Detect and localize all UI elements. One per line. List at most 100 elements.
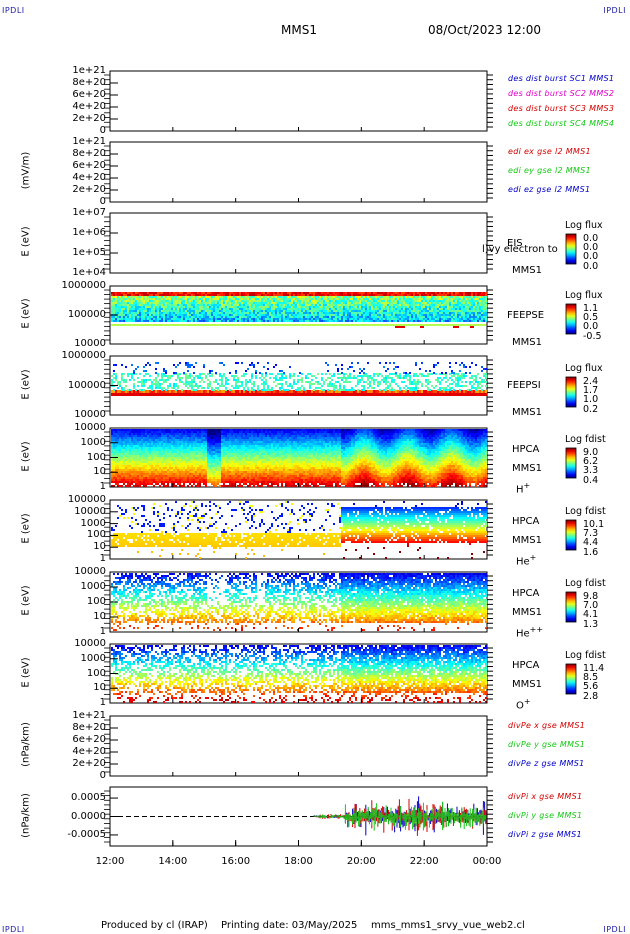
species-charge: ++ bbox=[529, 625, 544, 634]
instrument-label: HPCA bbox=[512, 444, 540, 455]
colorbar-title: Log fdist bbox=[565, 506, 606, 517]
colorbar-value: 7.3 bbox=[583, 528, 599, 540]
colorbar-value: 1.7 bbox=[583, 385, 599, 397]
colorbar-value: 9.0 bbox=[583, 447, 599, 458]
x-tick-label: 12:00 bbox=[95, 856, 125, 867]
colorbar-title: Log fdist bbox=[565, 650, 606, 661]
panel-frame-feeps-ion bbox=[109, 355, 488, 416]
plot-datetime: 08/Oct/2023 12:00 bbox=[428, 23, 542, 37]
colorbar bbox=[565, 233, 577, 265]
y-tick-label: 8e+20 bbox=[72, 148, 106, 159]
colorbar bbox=[565, 447, 577, 479]
y-axis-label: (nPa/km) bbox=[20, 792, 32, 838]
instrument-label: FEEPSE bbox=[507, 310, 545, 321]
y-tick-label: 1e+07 bbox=[72, 207, 106, 218]
instrument-label: HPCA bbox=[512, 660, 540, 671]
colorbar bbox=[565, 519, 577, 551]
colorbar-value: 3.3 bbox=[583, 465, 599, 477]
y-tick-label: 10000 bbox=[74, 566, 106, 577]
spacecraft-label: MMS1 bbox=[512, 607, 542, 618]
species-label: H+ bbox=[516, 481, 531, 496]
y-tick-label: 10000 bbox=[74, 422, 106, 433]
y-tick-label: 1e+21 bbox=[72, 65, 106, 76]
legend-entry: des dist burst SC4 MMS4 bbox=[508, 119, 615, 128]
y-tick-label: 4e+20 bbox=[72, 101, 106, 112]
species-label: He++ bbox=[516, 625, 544, 640]
panel-frame-edi-e-field bbox=[109, 141, 488, 203]
legend-entry: des dist burst SC1 MMS1 bbox=[508, 74, 615, 83]
colorbar-value: 1.6 bbox=[583, 546, 599, 558]
y-tick-label: 100 bbox=[86, 596, 106, 607]
legend-entry: divPi z gse MMS1 bbox=[508, 830, 582, 839]
species-charge: + bbox=[529, 553, 537, 562]
corner-label-top-right: IPDLI bbox=[603, 6, 626, 15]
y-tick-label: 1e+05 bbox=[72, 247, 106, 258]
colorbar-value: -0.5 bbox=[583, 330, 602, 342]
y-tick-label: 6e+20 bbox=[72, 160, 106, 171]
y-tick-label: 10 bbox=[93, 541, 106, 553]
y-tick-label: 6e+20 bbox=[72, 89, 106, 100]
x-tick-label: 16:00 bbox=[221, 856, 251, 867]
y-tick-label: 1000 bbox=[80, 517, 106, 529]
y-tick-label: 10000 bbox=[74, 505, 106, 517]
colorbar bbox=[565, 591, 577, 623]
y-tick-label: 1000 bbox=[80, 581, 106, 592]
y-tick-label: 4e+20 bbox=[72, 172, 106, 183]
legend-entry: edi ex gse l2 MMS1 bbox=[508, 147, 591, 156]
instrument-label: HPCA bbox=[512, 588, 540, 599]
species-charge: + bbox=[523, 481, 531, 490]
colorbar-value: 0.0 bbox=[583, 260, 599, 272]
colorbar-value: 0.0 bbox=[583, 242, 599, 254]
instrument-label: HPCA bbox=[512, 516, 540, 527]
colorbar-value: 5.6 bbox=[583, 681, 599, 693]
panel-frame-des-dist-burst bbox=[109, 70, 488, 132]
colorbar-title: Log fdist bbox=[565, 434, 606, 445]
y-tick-label: 100 bbox=[86, 451, 106, 463]
y-tick-label: 2e+20 bbox=[72, 184, 106, 195]
colorbar-value: 8.5 bbox=[583, 672, 599, 684]
y-tick-label: 10 bbox=[93, 466, 106, 478]
y-tick-label: 1000000 bbox=[61, 280, 106, 291]
corner-label-bottom-right: IPDLI bbox=[603, 925, 626, 934]
y-tick-label: 1 bbox=[99, 626, 106, 637]
y-tick-label: 1 bbox=[99, 553, 106, 564]
overlay-text: l)vy electron to bbox=[482, 244, 558, 255]
y-tick-label: 0.0005 bbox=[71, 792, 106, 804]
colorbar-value: 1.3 bbox=[583, 618, 599, 630]
y-tick-label: 0 bbox=[99, 125, 106, 136]
colorbar-value: 0.0 bbox=[583, 251, 599, 263]
instrument-label: EIS bbox=[507, 238, 523, 249]
y-tick-label: 6e+20 bbox=[72, 734, 106, 745]
y-tick-label: 1 bbox=[99, 697, 106, 708]
y-tick-label: 10000 bbox=[74, 638, 106, 649]
y-tick-label: 1e+06 bbox=[72, 227, 106, 238]
y-tick-label: 0 bbox=[99, 770, 106, 781]
y-tick-label: 10 bbox=[93, 682, 106, 694]
legend-entry: edi ez gse l2 MMS1 bbox=[508, 185, 591, 194]
x-tick-label: 18:00 bbox=[284, 856, 313, 867]
y-tick-label: 100000 bbox=[67, 309, 106, 320]
y-tick-label: 100 bbox=[86, 529, 106, 541]
colorbar-value: 0.0 bbox=[583, 233, 599, 244]
y-tick-label: 1000 bbox=[80, 436, 106, 448]
colorbar-value: 0.4 bbox=[583, 474, 599, 486]
y-tick-label: 10000 bbox=[74, 409, 106, 420]
spacecraft-label: MMS1 bbox=[512, 337, 542, 348]
colorbar-value: 9.8 bbox=[583, 591, 599, 602]
y-tick-label: 0 bbox=[99, 196, 106, 207]
y-tick-label: 100 bbox=[86, 667, 106, 679]
x-tick-label: 14:00 bbox=[158, 856, 188, 867]
colorbar-title: Log flux bbox=[565, 363, 603, 374]
legend-entry: des dist burst SC3 MMS3 bbox=[508, 104, 615, 113]
y-tick-label: 1000000 bbox=[61, 350, 106, 361]
y-tick-label: 1000 bbox=[80, 652, 106, 664]
instrument-label: FEEPSI bbox=[507, 380, 541, 391]
footer-filename: mms_mms1_srvy_vue_web2.cl bbox=[371, 920, 525, 931]
legend-entry: divPe x gse MMS1 bbox=[508, 721, 586, 730]
colorbar-value: 4.1 bbox=[583, 609, 599, 621]
species-charge: + bbox=[523, 697, 531, 706]
x-tick-label: 00:00 bbox=[472, 856, 502, 867]
corner-label-top-left: IPDLI bbox=[2, 6, 25, 15]
colorbar-value: 2.4 bbox=[583, 376, 599, 387]
